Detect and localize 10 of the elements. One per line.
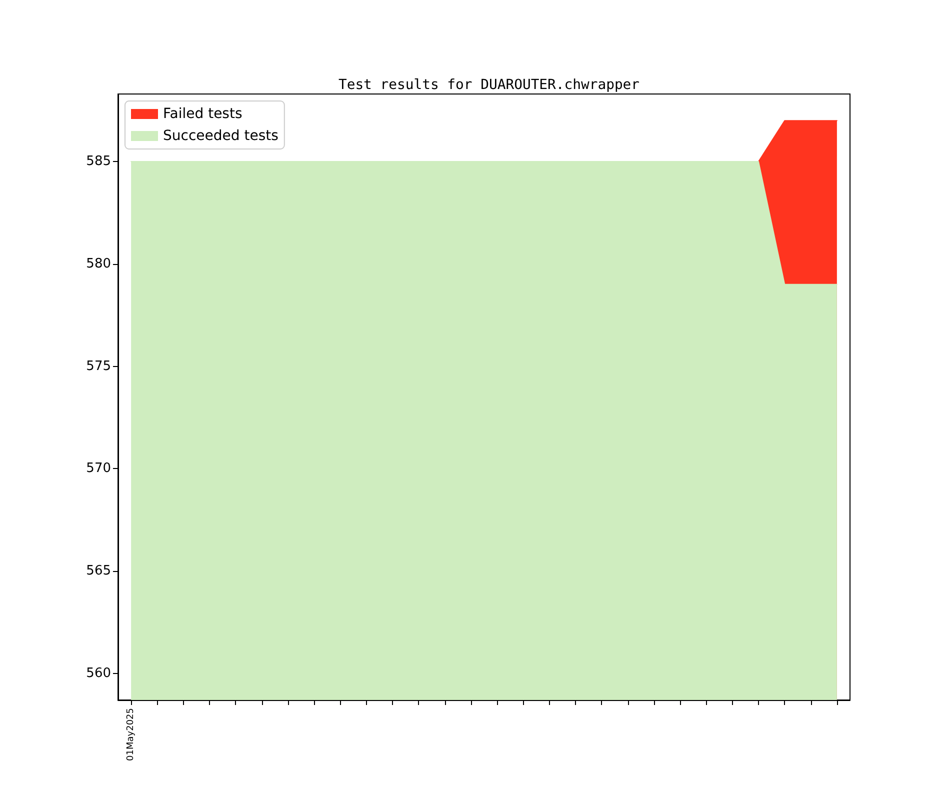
y-tick-label: 570 xyxy=(86,461,111,476)
legend-label: Failed tests xyxy=(163,106,242,122)
chart-title: Test results for DUAROUTER.chwrapper xyxy=(338,77,640,93)
y-tick-label: 575 xyxy=(86,358,111,374)
y-tick-label: 585 xyxy=(86,154,111,170)
legend-label: Succeeded tests xyxy=(163,128,278,144)
y-tick-label: 560 xyxy=(86,666,111,681)
y-tick-label: 580 xyxy=(86,256,111,272)
text: 01May2025 xyxy=(126,708,136,761)
y-tick-label: 565 xyxy=(86,564,111,579)
